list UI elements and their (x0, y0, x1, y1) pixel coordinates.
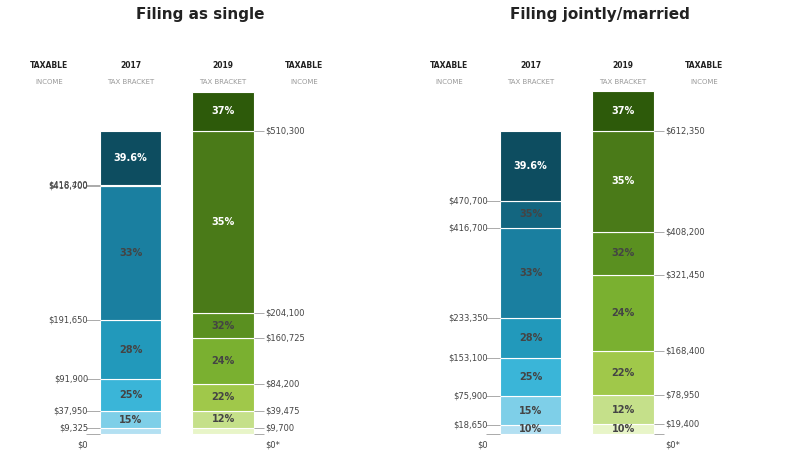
Text: TAXABLE: TAXABLE (430, 61, 469, 70)
Bar (192, 131, 254, 313)
Bar (592, 351, 654, 395)
Text: $470,700: $470,700 (448, 197, 488, 205)
Title: Filing jointly/married: Filing jointly/married (510, 7, 690, 22)
Text: TAXABLE: TAXABLE (685, 61, 723, 70)
Text: $39,475: $39,475 (266, 406, 300, 415)
Bar (592, 91, 654, 131)
Text: $18,650: $18,650 (454, 420, 488, 429)
Bar (192, 313, 254, 339)
Text: TAXABLE: TAXABLE (285, 61, 323, 70)
Text: INCOME: INCOME (35, 79, 63, 85)
Bar (100, 429, 162, 434)
Bar (592, 232, 654, 275)
Bar (192, 91, 254, 131)
Bar (500, 131, 562, 201)
Bar (100, 320, 162, 379)
Text: $233,350: $233,350 (448, 314, 488, 323)
Text: $84,200: $84,200 (266, 379, 300, 388)
Text: $416,700: $416,700 (448, 223, 488, 232)
Text: $408,200: $408,200 (666, 227, 706, 236)
Bar (100, 411, 162, 429)
Bar (592, 131, 654, 232)
Text: $153,100: $153,100 (449, 354, 488, 363)
Text: $9,700: $9,700 (266, 424, 294, 433)
Text: $510,300: $510,300 (266, 126, 306, 135)
Text: TAX BRACKET: TAX BRACKET (107, 79, 154, 85)
Text: $0: $0 (78, 440, 88, 449)
Text: $191,650: $191,650 (49, 316, 88, 324)
Text: 35%: 35% (611, 176, 634, 186)
Text: 15%: 15% (119, 415, 142, 425)
Text: TAXABLE: TAXABLE (30, 61, 69, 70)
Bar (192, 410, 254, 428)
Text: $418,400: $418,400 (49, 181, 88, 190)
Bar (500, 358, 562, 396)
Bar (592, 425, 654, 434)
Text: $0*: $0* (666, 440, 681, 449)
Text: 37%: 37% (211, 106, 234, 116)
Bar (500, 228, 562, 319)
Text: $9,325: $9,325 (59, 424, 88, 433)
Text: 39.6%: 39.6% (514, 161, 547, 171)
Title: Filing as single: Filing as single (136, 7, 264, 22)
Text: 2017: 2017 (520, 61, 541, 70)
Text: 35%: 35% (519, 209, 542, 219)
Bar (192, 384, 254, 410)
Bar (100, 186, 162, 320)
Text: 24%: 24% (611, 308, 634, 318)
Text: 39.6%: 39.6% (114, 153, 147, 163)
Text: $91,900: $91,900 (54, 375, 88, 384)
Text: TAX BRACKET: TAX BRACKET (599, 79, 646, 85)
Text: 37%: 37% (611, 106, 634, 116)
Bar (592, 395, 654, 425)
Text: $160,725: $160,725 (266, 334, 306, 343)
Text: 32%: 32% (211, 320, 234, 330)
Bar (592, 275, 654, 351)
Text: 25%: 25% (119, 390, 142, 400)
Text: $204,100: $204,100 (266, 308, 305, 317)
Text: 33%: 33% (519, 268, 542, 278)
Bar (500, 201, 562, 228)
Text: $78,950: $78,950 (666, 390, 700, 399)
Bar (100, 131, 162, 185)
Bar (192, 339, 254, 384)
Text: TAX BRACKET: TAX BRACKET (507, 79, 554, 85)
Text: 2019: 2019 (213, 61, 234, 70)
Text: 25%: 25% (519, 372, 542, 382)
Text: 33%: 33% (119, 248, 142, 258)
Text: TAX BRACKET: TAX BRACKET (199, 79, 246, 85)
Bar (192, 428, 254, 434)
Bar (100, 379, 162, 411)
Text: 24%: 24% (211, 356, 234, 366)
Text: $612,350: $612,350 (666, 126, 706, 135)
Bar (100, 185, 162, 186)
Text: 12%: 12% (211, 414, 234, 425)
Text: $19,400: $19,400 (666, 420, 700, 429)
Text: $75,900: $75,900 (454, 392, 488, 401)
Text: 35%: 35% (211, 217, 234, 227)
Text: 28%: 28% (519, 333, 542, 343)
Text: 28%: 28% (119, 345, 142, 355)
Text: 12%: 12% (611, 404, 634, 414)
Text: 15%: 15% (519, 405, 542, 415)
Text: $0*: $0* (266, 440, 281, 449)
Text: INCOME: INCOME (690, 79, 718, 85)
Text: 2019: 2019 (613, 61, 634, 70)
Text: $168,400: $168,400 (666, 346, 706, 355)
Bar (500, 396, 562, 425)
Text: $321,450: $321,450 (666, 270, 706, 279)
Text: 10%: 10% (611, 424, 634, 434)
Text: 32%: 32% (611, 248, 634, 258)
Bar (500, 319, 562, 358)
Text: 2017: 2017 (120, 61, 141, 70)
Text: INCOME: INCOME (290, 79, 318, 85)
Text: $0: $0 (478, 440, 488, 449)
Text: $37,950: $37,950 (54, 407, 88, 416)
Text: 10%: 10% (519, 425, 542, 434)
Text: $416,700: $416,700 (48, 182, 88, 191)
Bar (500, 425, 562, 434)
Text: INCOME: INCOME (435, 79, 463, 85)
Text: 22%: 22% (611, 368, 634, 378)
Text: 22%: 22% (211, 392, 234, 402)
